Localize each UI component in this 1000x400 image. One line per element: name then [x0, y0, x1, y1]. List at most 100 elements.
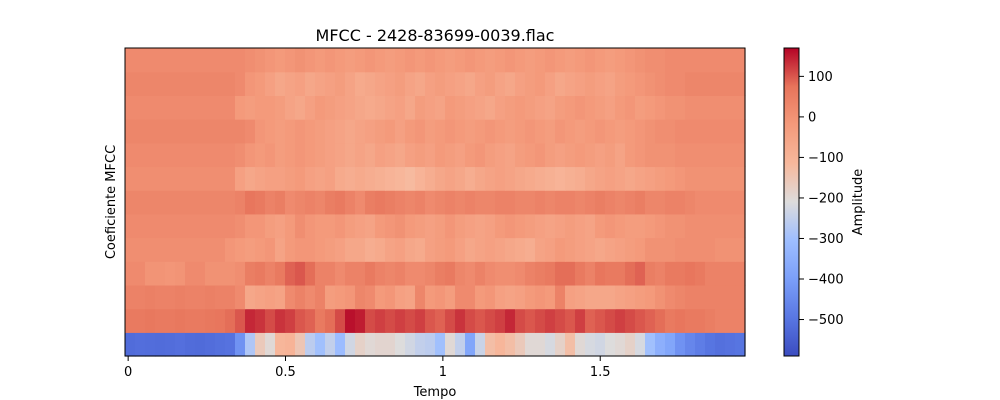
heatmap-cell: [515, 166, 526, 191]
heatmap-cell: [405, 308, 416, 333]
heatmap-cell: [455, 142, 466, 168]
heatmap-cell: [475, 308, 486, 333]
heatmap-cell: [545, 166, 556, 191]
heatmap-cell: [275, 95, 286, 120]
heatmap-cell: [355, 308, 366, 333]
heatmap-cell: [375, 308, 386, 333]
heatmap-cell: [365, 71, 376, 96]
heatmap-cell: [375, 213, 386, 239]
heatmap-cell: [135, 237, 146, 262]
heatmap-cell: [305, 284, 316, 310]
heatmap-cell: [655, 261, 666, 286]
heatmap-cell: [515, 213, 526, 239]
heatmap-cell: [675, 284, 686, 310]
heatmap-cell: [325, 119, 336, 144]
heatmap-cell: [715, 261, 726, 286]
heatmap-cell: [465, 261, 476, 286]
heatmap-cell: [215, 142, 226, 168]
heatmap-cell: [545, 213, 556, 239]
heatmap-cell: [255, 332, 266, 357]
heatmap-cell: [235, 213, 246, 239]
heatmap-cell: [355, 237, 366, 262]
heatmap-cell: [685, 332, 696, 357]
heatmap-cell: [705, 142, 716, 168]
heatmap-cell: [605, 95, 616, 120]
heatmap-cell: [585, 332, 596, 357]
heatmap-cell: [195, 95, 206, 120]
heatmap-cell: [185, 119, 196, 144]
heatmap-cell: [555, 332, 566, 357]
heatmap-cell: [415, 261, 426, 286]
heatmap-cell: [215, 190, 226, 215]
chart-title: MFCC - 2428-83699-0039.flac: [316, 26, 555, 45]
heatmap-cell: [545, 71, 556, 96]
heatmap-cell: [275, 142, 286, 168]
heatmap-cell: [145, 308, 156, 333]
heatmap-cell: [735, 142, 746, 168]
heatmap-cell: [505, 166, 516, 191]
heatmap-cell: [555, 166, 566, 191]
heatmap-cell: [215, 332, 226, 357]
heatmap-cell: [385, 261, 396, 286]
heatmap-cell: [635, 95, 646, 120]
heatmap-cell: [625, 213, 636, 239]
heatmap-cell: [365, 142, 376, 168]
heatmap-cell: [475, 71, 486, 96]
heatmap-cell: [255, 142, 266, 168]
heatmap-cell: [295, 261, 306, 286]
heatmap-cell: [255, 190, 266, 215]
heatmap-cell: [705, 190, 716, 215]
heatmap-cell: [215, 261, 226, 286]
heatmap-cell: [675, 95, 686, 120]
heatmap-cell: [435, 190, 446, 215]
heatmap-cell: [125, 166, 136, 191]
heatmap-cell: [535, 190, 546, 215]
heatmap-cell: [575, 95, 586, 120]
heatmap-cell: [155, 190, 166, 215]
heatmap-cell: [475, 190, 486, 215]
heatmap-cell: [675, 48, 686, 73]
heatmap-cell: [385, 237, 396, 262]
heatmap-cell: [535, 213, 546, 239]
heatmap-cell: [635, 332, 646, 357]
heatmap-cell: [125, 213, 136, 239]
heatmap-cell: [485, 142, 496, 168]
heatmap-cell: [455, 261, 466, 286]
heatmap-cell: [615, 261, 626, 286]
heatmap-cell: [735, 332, 746, 357]
heatmap-cell: [145, 332, 156, 357]
heatmap-cell: [135, 284, 146, 310]
heatmap-cell: [425, 261, 436, 286]
heatmap-cell: [585, 142, 596, 168]
heatmap-cell: [455, 284, 466, 310]
heatmap-cell: [525, 284, 536, 310]
heatmap-cell: [305, 308, 316, 333]
heatmap-cell: [365, 213, 376, 239]
heatmap-cell: [535, 71, 546, 96]
heatmap-cell: [235, 190, 246, 215]
heatmap-cell: [575, 284, 586, 310]
heatmap-cell: [335, 213, 346, 239]
heatmap-cell: [185, 48, 196, 73]
heatmap-cell: [265, 95, 276, 120]
heatmap-cell: [595, 95, 606, 120]
heatmap-cell: [345, 71, 356, 96]
heatmap-cell: [215, 237, 226, 262]
heatmap-cell: [545, 48, 556, 73]
heatmap-cell: [135, 166, 146, 191]
heatmap-cell: [375, 48, 386, 73]
heatmap-cell: [225, 142, 236, 168]
colorbar-tick-label: −400: [808, 273, 844, 288]
heatmap-cell: [715, 48, 726, 73]
heatmap-cell: [395, 71, 406, 96]
heatmap-cell: [715, 95, 726, 120]
heatmap-cell: [135, 95, 146, 120]
heatmap-cell: [225, 119, 236, 144]
heatmap-cell: [485, 213, 496, 239]
heatmap-cell: [725, 261, 736, 286]
heatmap-cell: [665, 213, 676, 239]
heatmap-cell: [565, 261, 576, 286]
heatmap-cell: [545, 261, 556, 286]
heatmap-cell: [395, 237, 406, 262]
heatmap-cell: [165, 213, 176, 239]
